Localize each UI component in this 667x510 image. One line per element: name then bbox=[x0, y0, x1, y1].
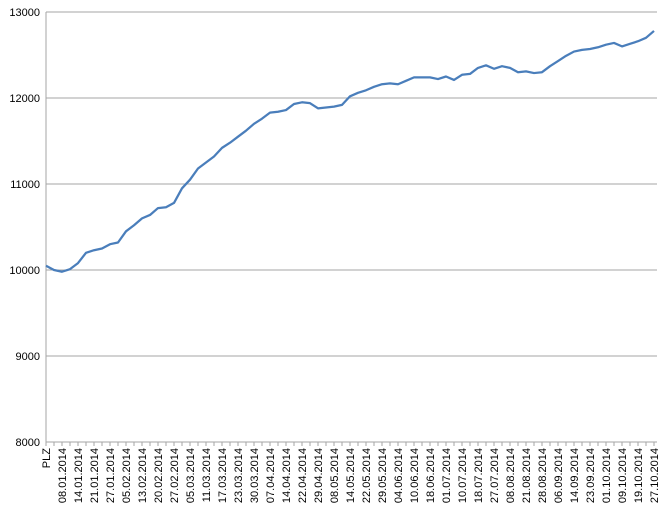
x-tick-label: 13.02.2014 bbox=[137, 448, 149, 503]
x-tick-label: 11.03.2014 bbox=[201, 448, 213, 502]
x-tick-label: 14.04.2014 bbox=[281, 448, 293, 503]
x-tick-label: 14.05.2014 bbox=[345, 448, 357, 503]
x-tick-label: 27.02.2014 bbox=[169, 448, 181, 503]
x-tick-label: 14.01.2014 bbox=[73, 448, 85, 503]
x-tick-label: 01.07.2014 bbox=[441, 448, 453, 503]
x-tick-label: 10.06.2014 bbox=[409, 448, 421, 503]
x-tick-label: 22.05.2014 bbox=[361, 448, 373, 503]
x-tick-label: 21.01.2014 bbox=[89, 448, 101, 503]
x-tick-label: 28.08.2014 bbox=[537, 448, 549, 503]
x-tick-label: 17.03.2014 bbox=[217, 448, 229, 503]
x-tick-label: 27.10.2014 bbox=[649, 448, 661, 503]
line-series bbox=[45, 30, 655, 273]
x-tick-label: 08.05.2014 bbox=[329, 448, 341, 503]
y-tick-label: 12000 bbox=[9, 93, 40, 105]
y-tick-label: 9000 bbox=[16, 351, 40, 363]
x-tick-label: 29.05.2014 bbox=[377, 448, 389, 503]
x-tick-label: 06.09.2014 bbox=[553, 448, 565, 503]
x-tick-label: 27.07.2014 bbox=[489, 448, 501, 503]
y-tick-label: 10000 bbox=[9, 265, 40, 277]
x-tick-label: 30.03.2014 bbox=[249, 448, 261, 503]
x-tick-label: PLZ bbox=[41, 448, 53, 468]
x-tick-label: 22.04.2014 bbox=[297, 448, 309, 503]
x-tick-label: 08.01.2014 bbox=[57, 448, 69, 503]
x-tick-label: 05.03.2014 bbox=[185, 448, 197, 503]
x-tick-label: 10.07.2014 bbox=[457, 448, 469, 503]
x-tick-label: 08.08.2014 bbox=[505, 448, 517, 503]
x-tick-label: 09.10.2014 bbox=[617, 448, 629, 503]
x-tick-label: 19.10.2014 bbox=[633, 448, 645, 503]
x-tick-label: 01.10.2014 bbox=[601, 448, 613, 503]
x-tick-label: 18.07.2014 bbox=[473, 448, 485, 503]
x-tick-label: 23.03.2014 bbox=[233, 448, 245, 503]
y-tick-label: 8000 bbox=[16, 437, 40, 449]
x-tick-label: 05.02.2014 bbox=[121, 448, 133, 503]
x-tick-label: 20.02.2014 bbox=[153, 448, 165, 503]
x-tick-label: 04.06.2014 bbox=[393, 448, 405, 503]
x-tick-label: 14.09.2014 bbox=[569, 448, 581, 503]
x-tick-label: 27.01.2014 bbox=[105, 448, 117, 503]
x-tick-label: 21.08.2014 bbox=[521, 448, 533, 503]
x-tick-label: 29.04.2014 bbox=[313, 448, 325, 503]
x-tick-label: 23.09.2014 bbox=[585, 448, 597, 503]
y-tick-label: 13000 bbox=[9, 7, 40, 19]
y-tick-label: 11000 bbox=[10, 179, 40, 191]
x-tick-label: 07.04.2014 bbox=[265, 448, 277, 503]
x-tick-label: 18.06.2014 bbox=[425, 448, 437, 503]
